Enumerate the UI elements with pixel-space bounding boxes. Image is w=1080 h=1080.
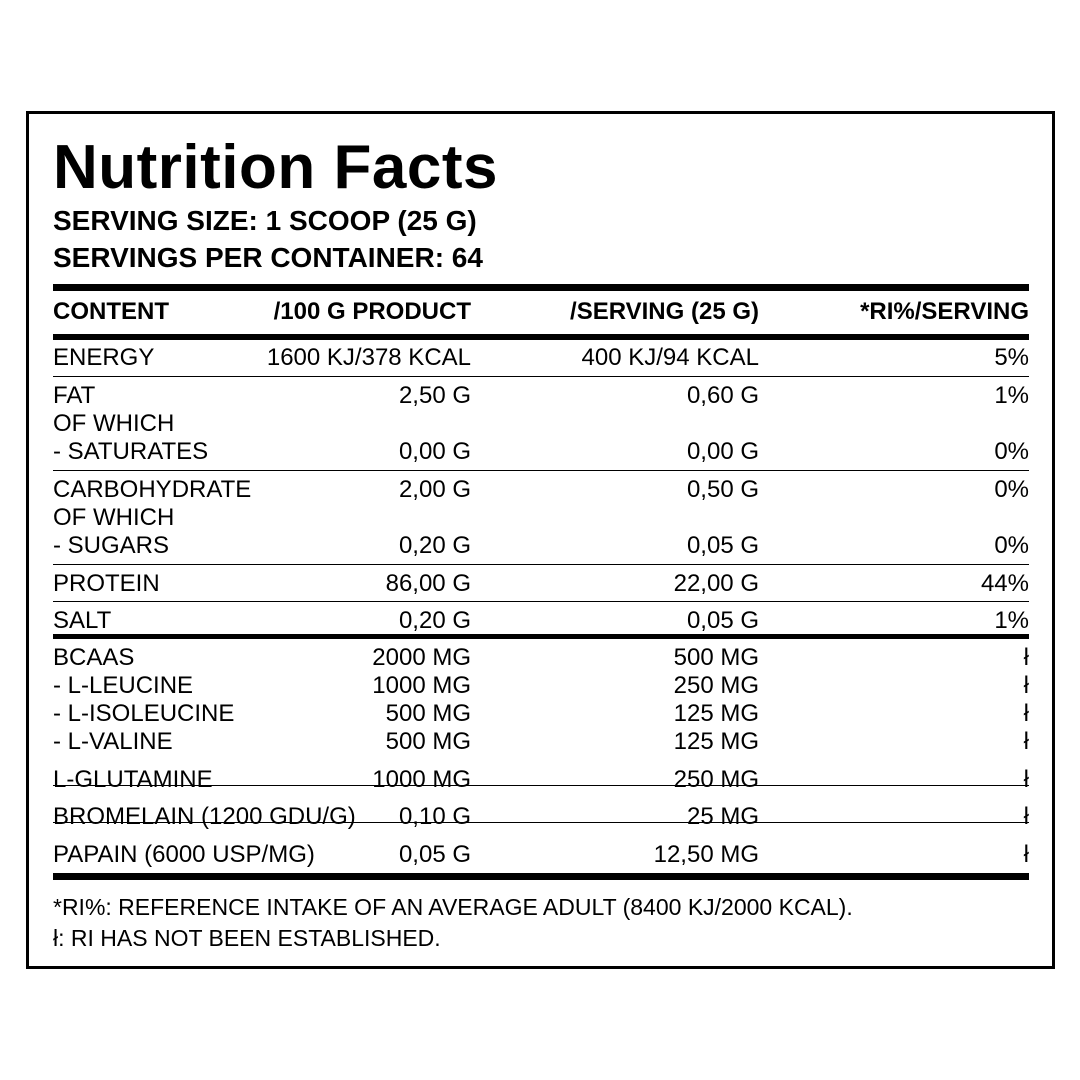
row-divider xyxy=(53,564,1029,565)
per-serving-value: 0,50 G xyxy=(686,476,759,503)
column-header-per-100g: /100 G PRODUCT xyxy=(273,298,471,325)
row-divider xyxy=(53,822,1029,823)
per-100g-value: 500 MG xyxy=(385,728,471,755)
per-serving-value: 0,60 G xyxy=(686,382,759,409)
per-100g-value xyxy=(229,410,471,438)
bottom-divider xyxy=(53,873,1029,880)
ri-percent-value: 0% xyxy=(994,438,1029,465)
per-serving-value: 22,00 G xyxy=(673,570,759,597)
ri-percent-value: ł xyxy=(1023,644,1029,671)
per-serving-value: 0,05 G xyxy=(686,532,759,559)
ri-percent-value: ł xyxy=(1023,700,1029,727)
row-divider xyxy=(53,601,1029,602)
nutrient-name: PROTEIN xyxy=(53,570,160,597)
ri-percent-value: 1% xyxy=(994,607,1029,634)
per-100g-value: 1000 MG xyxy=(372,766,471,793)
nutrient-name: - SUGARS xyxy=(53,532,170,559)
header-divider xyxy=(53,334,1029,340)
per-serving-value: 125 MG xyxy=(673,700,759,727)
per-serving-value: 0,05 G xyxy=(686,607,759,634)
per-100g-value: 1000 MG xyxy=(372,672,471,699)
per-serving-value xyxy=(529,410,759,438)
ri-percent-value: 44% xyxy=(980,570,1029,597)
nutrient-name: CARBOHYDRATE xyxy=(53,476,252,503)
footnote-ri: *RI%: REFERENCE INTAKE OF AN AVERAGE ADU… xyxy=(53,894,853,920)
ri-percent-value: ł xyxy=(1023,766,1029,793)
row-divider xyxy=(53,470,1029,471)
row-divider xyxy=(53,785,1029,786)
column-header-per-serving: /SERVING (25 G) xyxy=(570,298,759,325)
per-serving-value: 12,50 MG xyxy=(653,841,759,868)
thick-divider xyxy=(53,284,1029,291)
column-header-ri-percent: *RI%/SERVING xyxy=(860,298,1029,325)
footnote-not-established: ł: RI HAS NOT BEEN ESTABLISHED. xyxy=(53,925,441,951)
ri-percent-value xyxy=(829,410,1029,438)
nutrition-facts-panel: Nutrition Facts SERVING SIZE: 1 SCOOP (2… xyxy=(26,111,1055,969)
ri-percent-value: 5% xyxy=(994,344,1029,371)
nutrient-name: SALT xyxy=(53,607,112,634)
per-serving-value: 125 MG xyxy=(673,728,759,755)
ri-percent-value: ł xyxy=(1023,803,1029,830)
per-100g-value: 0,20 G xyxy=(398,607,471,634)
per-100g-value: 2,50 G xyxy=(398,382,471,409)
per-serving-value: 0,00 G xyxy=(686,438,759,465)
row-divider xyxy=(53,376,1029,377)
per-100g-value: 0,20 G xyxy=(398,532,471,559)
per-serving-value: 400 KJ/94 KCAL xyxy=(581,344,759,371)
per-serving-value xyxy=(529,504,759,532)
per-serving-value: 250 MG xyxy=(673,766,759,793)
ri-percent-value: 0% xyxy=(994,532,1029,559)
nutrient-name: BCAAS xyxy=(53,644,135,671)
ri-percent-value: ł xyxy=(1023,672,1029,699)
nutrient-name: - L-ISOLEUCINE xyxy=(53,700,235,727)
label-title: Nutrition Facts xyxy=(53,133,498,202)
nutrient-name: ENERGY xyxy=(53,344,155,371)
ri-percent-value xyxy=(829,504,1029,532)
nutrient-name: BROMELAIN (1200 GDU/G) xyxy=(53,803,356,830)
per-serving-value: 25 MG xyxy=(686,803,759,830)
ri-percent-value: 1% xyxy=(994,382,1029,409)
nutrient-name: - L-VALINE xyxy=(53,728,173,755)
per-100g-value: 0,05 G xyxy=(398,841,471,868)
per-100g-value: 2000 MG xyxy=(372,644,471,671)
per-100g-value: 500 MG xyxy=(385,700,471,727)
nutrient-name: FAT xyxy=(53,382,96,409)
per-serving-value: 250 MG xyxy=(673,672,759,699)
nutrient-name: PAPAIN (6000 USP/MG) xyxy=(53,841,315,868)
nutrient-name: OF WHICH xyxy=(53,410,175,437)
per-100g-value xyxy=(229,504,471,532)
nutrient-name: OF WHICH xyxy=(53,504,175,531)
section-divider xyxy=(53,634,1029,639)
nutrient-name: L-GLUTAMINE xyxy=(53,766,213,793)
ri-percent-value: 0% xyxy=(994,476,1029,503)
ri-percent-value: ł xyxy=(1023,841,1029,868)
serving-size: SERVING SIZE: 1 SCOOP (25 G) xyxy=(53,205,477,236)
per-100g-value: 0,10 G xyxy=(398,803,471,830)
per-100g-value: 86,00 G xyxy=(385,570,471,597)
nutrient-name: - L-LEUCINE xyxy=(53,672,194,699)
column-header-content: CONTENT xyxy=(53,298,169,325)
per-serving-value: 500 MG xyxy=(673,644,759,671)
ri-percent-value: ł xyxy=(1023,728,1029,755)
nutrient-name: - SATURATES xyxy=(53,438,209,465)
per-100g-value: 2,00 G xyxy=(398,476,471,503)
servings-per-container: SERVINGS PER CONTAINER: 64 xyxy=(53,242,483,273)
per-100g-value: 1600 KJ/378 KCAL xyxy=(266,344,471,371)
per-100g-value: 0,00 G xyxy=(398,438,471,465)
